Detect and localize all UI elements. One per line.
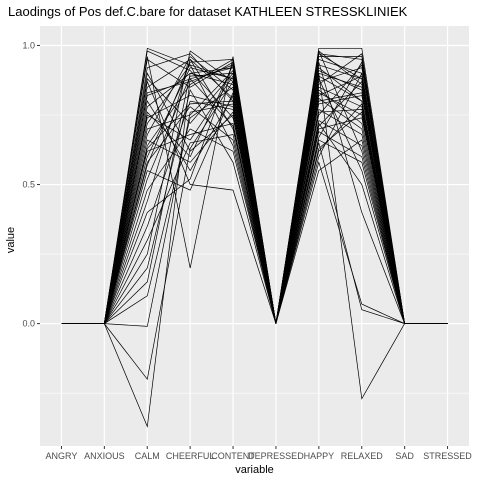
series-line-32 bbox=[61, 49, 448, 324]
x-tick-label-sad: SAD bbox=[395, 451, 414, 461]
series-line-12 bbox=[61, 64, 448, 324]
series-line-35 bbox=[61, 64, 448, 324]
series-line-39 bbox=[61, 53, 448, 324]
series-line-34 bbox=[61, 75, 448, 324]
chart-title: Laodings of Pos def.C.bare for dataset K… bbox=[8, 4, 408, 19]
x-tick-label-stressed: STRESSED bbox=[423, 451, 472, 461]
series-line-30 bbox=[61, 62, 448, 324]
series-line-33 bbox=[61, 50, 448, 324]
y-tick-label: 0.5 bbox=[22, 180, 35, 190]
series-line-20 bbox=[61, 91, 448, 324]
series-line-37 bbox=[61, 80, 448, 381]
x-tick-label-depressed: DEPRESSED bbox=[248, 451, 304, 461]
x-tick-label-happy: HAPPY bbox=[304, 451, 335, 461]
y-tick-label: 0.0 bbox=[22, 319, 35, 329]
y-tick-label: 1.0 bbox=[22, 40, 35, 50]
y-axis-label: value bbox=[5, 227, 17, 253]
series-line-40 bbox=[61, 100, 448, 324]
x-axis-label: variable bbox=[235, 464, 274, 476]
series-line-28 bbox=[61, 89, 448, 324]
x-tick-label-cheerful: CHEERFUL bbox=[166, 451, 215, 461]
x-tick-label-relaxed: RELAXED bbox=[341, 451, 384, 461]
x-tick-label-calm: CALM bbox=[135, 451, 160, 461]
series-line-38 bbox=[61, 73, 448, 428]
x-tick-label-anxious: ANXIOUS bbox=[84, 451, 125, 461]
series-line-22 bbox=[61, 77, 448, 324]
x-tick-label-angry: ANGRY bbox=[46, 451, 78, 461]
series-line-26 bbox=[61, 72, 448, 324]
series-line-25 bbox=[61, 100, 448, 324]
x-tick-label-content: CONTENT bbox=[211, 451, 255, 461]
